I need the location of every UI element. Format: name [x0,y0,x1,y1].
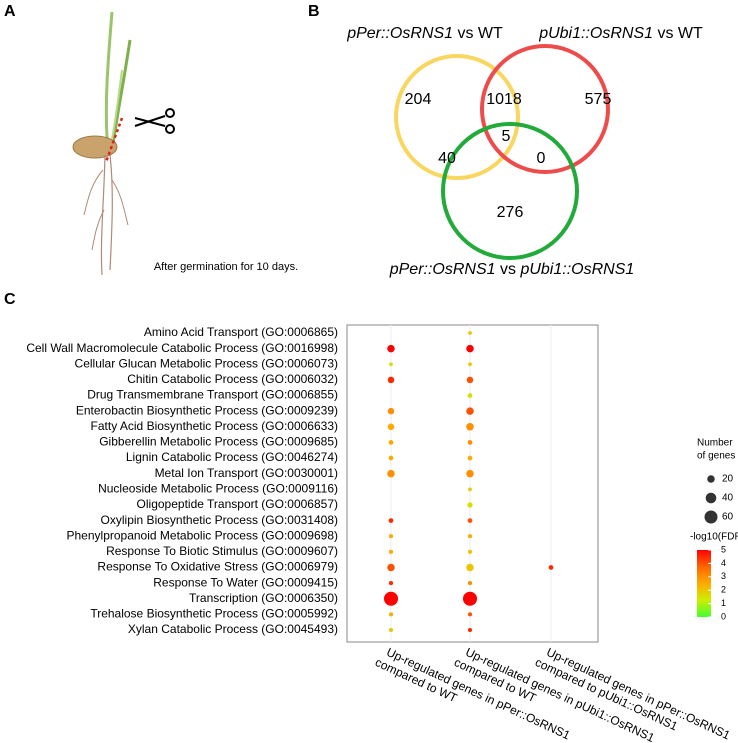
colorbar-label: 2 [721,585,726,595]
dot [466,407,474,415]
y-tick-label: Phenylpropanoid Metabolic Process (GO:00… [67,528,339,542]
set-title: pUbi1::OsRNS1 vs WT [538,25,703,42]
dot [467,581,473,586]
venn-circle [441,122,579,260]
set-name: pPer::OsRNS1 [389,261,496,278]
legend-title: of genes [697,451,735,462]
panel-label: A [4,3,16,20]
colorbar-label: 1 [721,598,726,608]
set-name: pPer::OsRNS1 [346,25,453,42]
venn-count: 204 [405,91,432,108]
dot [388,627,394,633]
colorbar [697,550,711,617]
venn-count: 40 [438,150,456,167]
dot [388,549,394,554]
dot [388,518,394,523]
y-tick-label: Chitin Catabolic Process (GO:0006032) [127,372,338,386]
dot [388,534,394,539]
dot [387,407,395,415]
colorbar-label: 3 [721,571,726,581]
y-tick-label: Lignin Catabolic Process (GO:0046274) [126,450,338,464]
y-tick-label: Drug Transmembrane Transport (GO:0006855… [87,388,338,402]
dot [388,612,394,617]
dot [548,565,554,570]
y-tick-label: Xylan Catabolic Process (GO:0045493) [128,622,338,636]
panel-label: B [308,3,320,20]
dot [467,518,473,523]
dot [387,469,395,478]
venn-count: 575 [585,91,612,108]
set-name: pUbi1::OsRNS1 [538,25,653,42]
y-tick-label: Oligopeptide Transport (GO:0006857) [137,497,338,511]
dot [387,344,395,353]
set-suffix: vs WT [457,25,503,42]
dot [387,376,395,384]
venn-circle [394,54,520,180]
dot [466,469,474,478]
y-tick-label: Response To Biotic Stimulus (GO:0009607) [106,544,338,558]
dot [388,440,394,445]
set-suffix: vs [500,261,516,278]
legend-label: 60 [722,512,734,523]
dot [467,627,473,633]
venn-count: 276 [497,204,524,221]
y-tick-label: Cellular Glucan Metabolic Process (GO:00… [75,356,338,370]
legend-title: -log10(FDR) [690,532,738,543]
set-title: pPer::OsRNS1 vs pUbi1::OsRNS1 [389,261,635,278]
y-tick-label: Oxylipin Biosynthetic Process (GO:003140… [101,513,338,527]
legend-dot [707,475,715,483]
y-tick-label: Response To Water (GO:0009415) [153,575,338,589]
dot [467,612,473,617]
dot [467,549,473,554]
dot [466,423,474,431]
legend-label: 40 [722,493,734,504]
legend-dot [704,510,718,524]
y-tick-label: Transcription (GO:0006350) [189,591,338,605]
dot [467,440,473,445]
panel-label: C [4,291,16,308]
dot [389,362,393,367]
dot [462,591,478,606]
y-tick-label: Response To Oxidative Stress (GO:0006979… [97,560,338,574]
y-tick-label: Nucleoside Metabolic Process (GO:0009116… [98,481,338,495]
dot [468,362,472,367]
caption: After germination for 10 days. [154,261,298,273]
venn-circle [480,44,610,174]
y-tick-label: Enterobactin Biosynthetic Process (GO:00… [76,403,338,417]
venn-count: 0 [537,150,546,167]
set-name: pUbi1::OsRNS1 [519,261,634,278]
legend-title: Number [697,438,733,449]
dot [468,487,472,492]
dot [467,393,473,398]
y-tick-label: Amino Acid Transport (GO:0006865) [144,325,338,339]
dot [387,423,395,431]
legend-dot [705,492,717,504]
dot [388,455,394,461]
y-tick-label: Metal Ion Transport (GO:0030001) [155,466,338,480]
dot [467,455,473,461]
y-tick-label: Fatty Acid Biosynthetic Process (GO:0006… [91,419,338,433]
dot [388,581,394,586]
colorbar-label: 0 [721,611,726,621]
colorbar-label: 4 [721,558,726,568]
legend-label: 20 [722,474,734,485]
dot [387,563,395,572]
y-tick-label: Gibberellin Metabolic Process (GO:000968… [99,435,338,449]
colorbar-label: 5 [721,544,726,554]
dot [467,502,473,508]
dot [468,331,472,335]
set-suffix: vs WT [657,25,703,42]
dot [383,591,399,606]
venn-count: 1018 [486,91,522,108]
dot [466,563,474,572]
set-title: pPer::OsRNS1 vs WT [346,25,503,42]
plant-illustration [72,11,175,276]
dot [466,344,474,353]
y-tick-label: Trehalose Biosynthetic Process (GO:00059… [90,607,338,621]
y-tick-label: Cell Wall Macromolecule Catabolic Proces… [26,341,338,355]
dot [467,534,473,539]
dot [466,376,474,384]
venn-count: 5 [502,128,511,145]
